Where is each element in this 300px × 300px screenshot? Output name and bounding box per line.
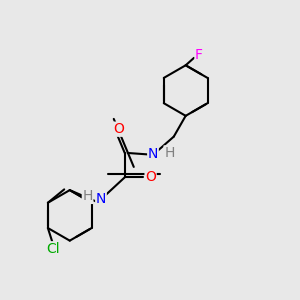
Text: O: O	[113, 122, 124, 136]
Text: Cl: Cl	[46, 242, 60, 256]
Text: N: N	[96, 192, 106, 206]
Text: H: H	[164, 146, 175, 160]
Text: N: N	[148, 148, 158, 161]
Text: H: H	[82, 189, 93, 203]
Text: O: O	[145, 170, 156, 184]
Text: F: F	[195, 48, 203, 62]
